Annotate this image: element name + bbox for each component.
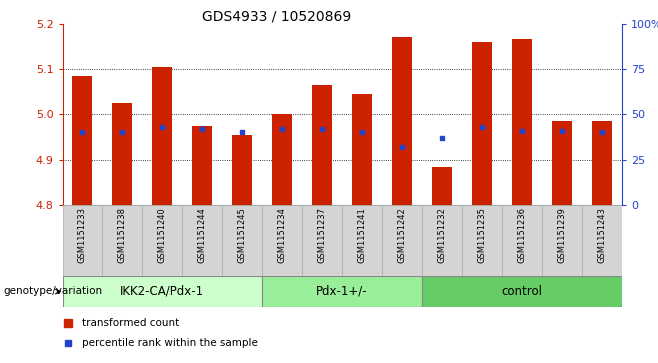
Text: GSM1151235: GSM1151235 — [478, 207, 486, 263]
Bar — [312, 85, 332, 205]
Text: GSM1151239: GSM1151239 — [557, 207, 567, 263]
Bar — [462, 205, 502, 276]
Bar — [222, 205, 263, 276]
Bar — [272, 114, 292, 205]
Text: GSM1151236: GSM1151236 — [517, 207, 526, 263]
Bar — [103, 205, 142, 276]
Text: Pdx-1+/-: Pdx-1+/- — [316, 285, 368, 298]
Text: IKK2-CA/Pdx-1: IKK2-CA/Pdx-1 — [120, 285, 205, 298]
Text: GSM1151241: GSM1151241 — [358, 207, 367, 263]
Bar — [72, 76, 93, 205]
Bar — [63, 276, 263, 307]
Text: GSM1151242: GSM1151242 — [397, 207, 407, 263]
Text: GSM1151237: GSM1151237 — [318, 207, 326, 263]
Bar — [552, 121, 572, 205]
Text: GSM1151240: GSM1151240 — [158, 207, 167, 263]
Text: control: control — [501, 285, 542, 298]
Text: GSM1151234: GSM1151234 — [278, 207, 287, 263]
Bar — [472, 42, 492, 205]
Bar — [263, 205, 302, 276]
Bar — [342, 205, 382, 276]
Bar — [232, 135, 252, 205]
Bar — [153, 67, 172, 205]
Bar — [263, 276, 422, 307]
Bar — [542, 205, 582, 276]
Bar — [432, 167, 452, 205]
Bar — [63, 205, 103, 276]
Text: GDS4933 / 10520869: GDS4933 / 10520869 — [202, 9, 351, 23]
Bar — [512, 40, 532, 205]
Bar — [142, 205, 182, 276]
Bar — [382, 205, 422, 276]
Bar — [192, 126, 213, 205]
Text: genotype/variation: genotype/variation — [3, 286, 103, 297]
Bar — [582, 205, 622, 276]
Bar — [302, 205, 342, 276]
Text: GSM1151238: GSM1151238 — [118, 207, 127, 263]
Text: GSM1151245: GSM1151245 — [238, 207, 247, 263]
Bar — [113, 103, 132, 205]
Bar — [422, 276, 622, 307]
Bar — [592, 121, 612, 205]
Bar — [422, 205, 462, 276]
Text: GSM1151232: GSM1151232 — [438, 207, 447, 263]
Text: percentile rank within the sample: percentile rank within the sample — [82, 338, 258, 348]
Bar — [502, 205, 542, 276]
Bar — [352, 94, 372, 205]
Bar — [392, 37, 412, 205]
Text: GSM1151243: GSM1151243 — [597, 207, 606, 263]
Text: GSM1151244: GSM1151244 — [198, 207, 207, 263]
Text: GSM1151233: GSM1151233 — [78, 207, 87, 263]
Text: transformed count: transformed count — [82, 318, 180, 329]
Bar — [182, 205, 222, 276]
